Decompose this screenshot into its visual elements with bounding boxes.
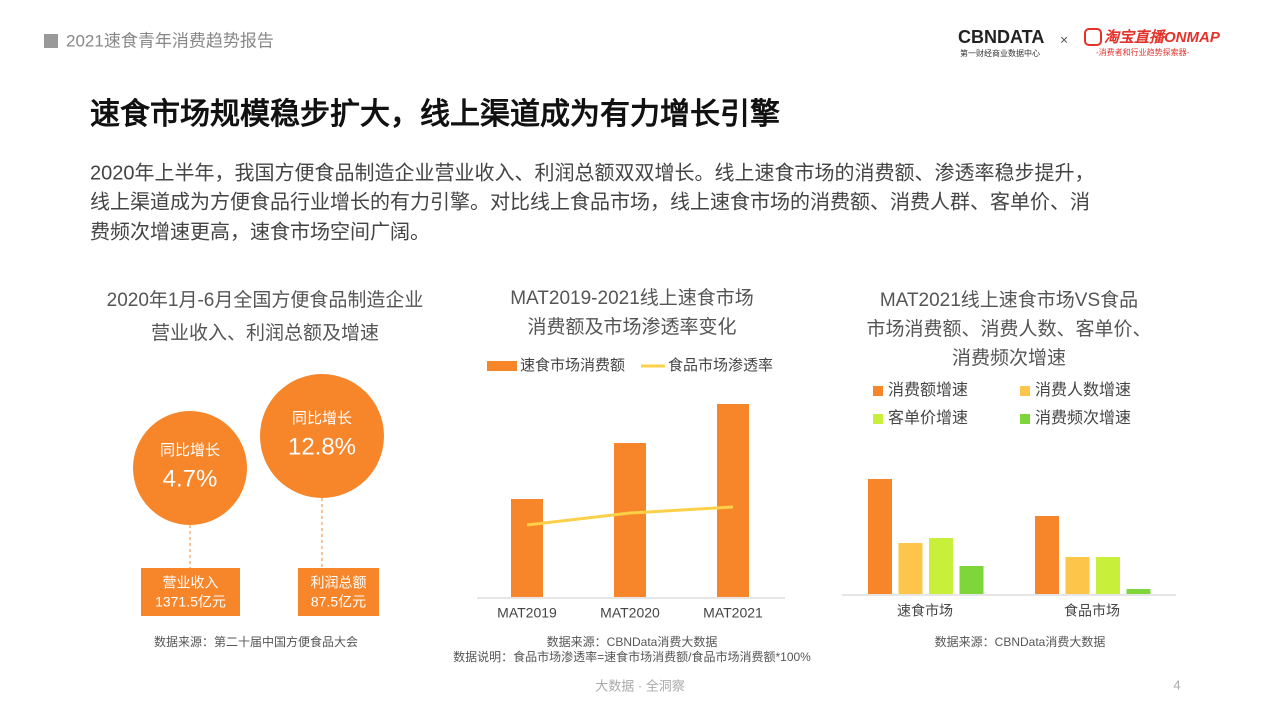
source-note: 数据来源：第二十届中国方便食品大会 — [154, 634, 358, 649]
body-line: 2020年上半年，我国方便食品制造企业营业收入、利润总额双双增长。线上速食市场的… — [90, 161, 1095, 184]
bar — [959, 566, 984, 594]
chart-title: 消费频次增速 — [952, 347, 1066, 369]
x-tick-label: MAT2019 — [497, 605, 557, 621]
legend-label: 速食市场消费额 — [520, 357, 625, 374]
x-tick-label: 速食市场 — [897, 603, 953, 619]
growth-label: 同比增长 — [292, 410, 352, 427]
amount-value: 87.5亿元 — [311, 594, 366, 610]
bar — [898, 543, 923, 594]
bar — [614, 443, 646, 597]
logo-cbndata-sub: 第一财经商业数据中心 — [960, 48, 1040, 58]
logo-onmap-sub: -消费者和行业趋势探索器- — [1096, 47, 1190, 57]
slide-title: 速食市场规模稳步扩大，线上渠道成为有力增长引擎 — [90, 97, 780, 131]
body-line: 线上渠道成为方便食品行业增长的有力引擎。对比线上食品市场，线上速食市场的消费额、… — [90, 190, 1090, 213]
amount-category: 利润总额 — [311, 575, 367, 591]
x-tick-label: MAT2020 — [600, 605, 660, 621]
header-square — [44, 34, 58, 48]
bar — [1126, 589, 1151, 594]
bar — [868, 479, 892, 594]
growth-value: 4.7% — [163, 465, 218, 492]
x-tick-label: 食品市场 — [1064, 603, 1120, 619]
logo-times: × — [1060, 32, 1068, 48]
amount-value: 1371.5亿元 — [155, 594, 226, 610]
bar — [1096, 557, 1120, 594]
chart-title: 市场消费额、消费人数、客单价、 — [866, 318, 1151, 340]
x-tick-label: MAT2021 — [703, 605, 763, 621]
growth-circle — [260, 374, 384, 498]
legend-label: 食品市场渗透率 — [668, 357, 773, 374]
bar — [1065, 557, 1090, 594]
body-line: 费频次增速更高，速食市场空间广阔。 — [90, 220, 430, 243]
bar — [717, 404, 749, 597]
logo-icon — [1084, 28, 1102, 46]
report-title: 2021速食青年消费趋势报告 — [66, 31, 274, 50]
legend-swatch — [873, 386, 883, 396]
legend-label: 消费频次增速 — [1035, 409, 1131, 427]
legend-label: 消费额增速 — [888, 381, 968, 399]
bar — [1035, 516, 1059, 594]
page-number: 4 — [1173, 677, 1180, 692]
source-note: 数据来源：CBNData消费大数据 — [547, 634, 718, 649]
legend-swatch — [487, 361, 517, 371]
source-note: 数据来源：CBNData消费大数据 — [935, 634, 1106, 649]
legend-swatch — [873, 414, 883, 424]
legend-swatch — [1020, 386, 1030, 396]
growth-circle — [133, 411, 247, 525]
chart-title: MAT2019-2021线上速食市场 — [510, 287, 754, 309]
amount-category: 营业收入 — [163, 575, 219, 591]
bar — [929, 538, 953, 594]
legend-label: 客单价增速 — [888, 409, 968, 427]
chart-title: 消费额及市场渗透率变化 — [527, 316, 736, 338]
source-note: 数据说明：食品市场渗透率=速食市场消费额/食品市场消费额*100% — [453, 649, 811, 664]
chart-title: 2020年1月-6月全国方便食品制造企业 — [107, 289, 424, 311]
logo-onmap: 淘宝直播ONMAP — [1104, 28, 1221, 46]
growth-value: 12.8% — [288, 433, 356, 460]
legend-swatch — [1020, 414, 1030, 424]
bar — [511, 499, 543, 597]
logo-cbndata: CBNDATA — [958, 27, 1044, 47]
line — [526, 505, 734, 527]
chart-title: MAT2021线上速食市场VS食品 — [880, 289, 1138, 311]
footer-text: 大数据 · 全洞察 — [595, 678, 685, 693]
legend-label: 消费人数增速 — [1035, 381, 1131, 399]
chart-title: 营业收入、利润总额及增速 — [151, 322, 379, 344]
growth-label: 同比增长 — [160, 442, 220, 459]
amount-box — [141, 568, 240, 616]
amount-box — [298, 568, 379, 616]
